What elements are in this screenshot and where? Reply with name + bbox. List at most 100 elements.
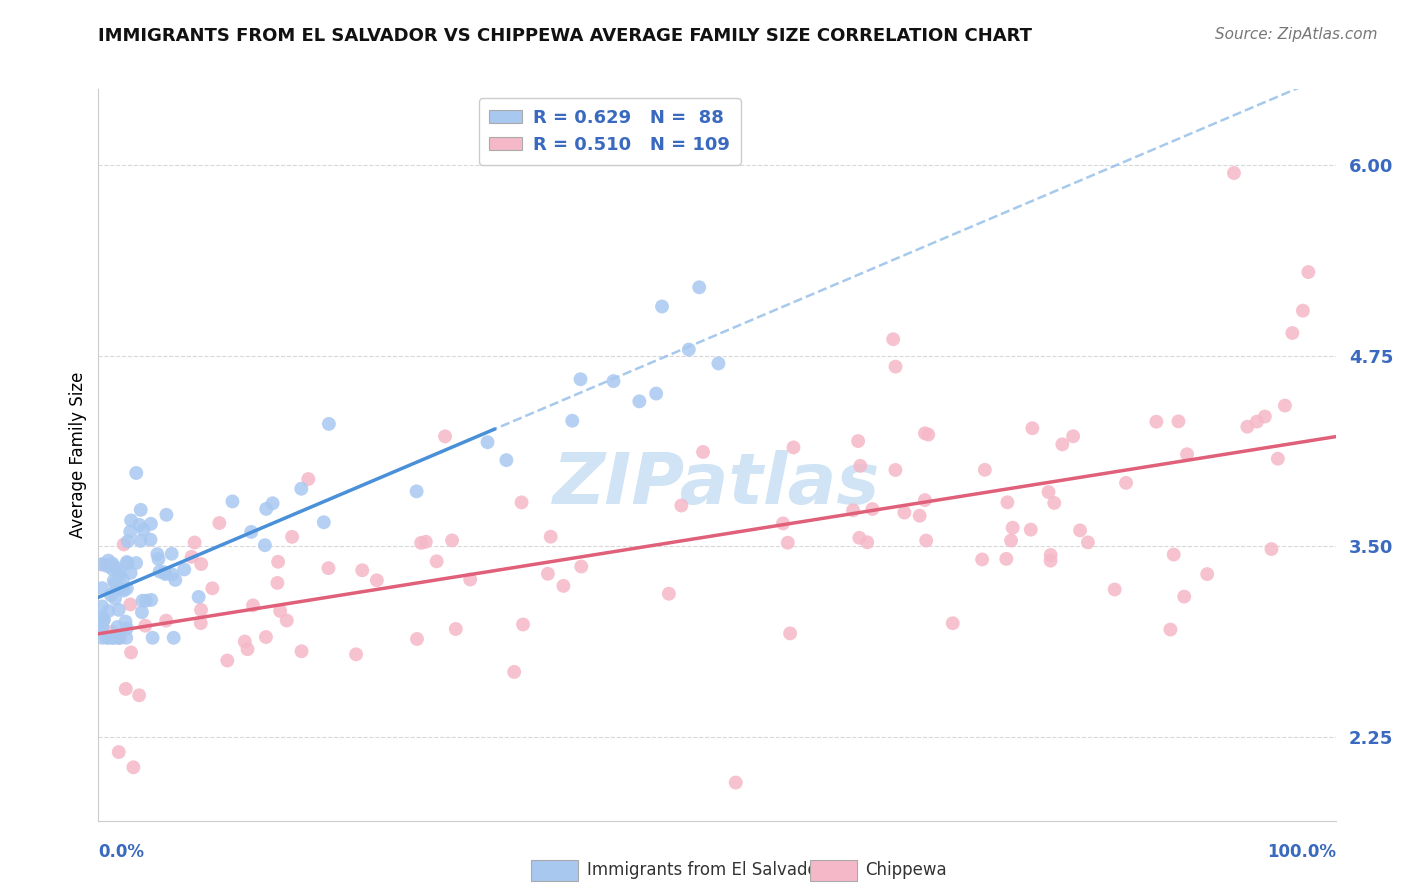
Point (217, 654, 239, 668)
Point (115, 621, 138, 635)
Point (111, 573, 134, 587)
Point (602, 374, 624, 388)
Point (254, 630, 277, 644)
Point (290, 482, 312, 496)
Point (100, 588, 122, 602)
Point (122, 760, 145, 774)
Point (512, 617, 534, 632)
Point (651, 300, 673, 314)
Point (415, 534, 437, 549)
Point (233, 634, 256, 648)
Point (190, 616, 212, 631)
Point (101, 563, 124, 577)
Point (297, 472, 319, 486)
Point (848, 531, 870, 545)
Point (477, 435, 499, 450)
Point (221, 494, 243, 508)
Point (1052, 437, 1074, 451)
Point (141, 593, 163, 607)
Point (114, 681, 136, 696)
Point (91, 610, 114, 624)
Point (942, 616, 965, 631)
Point (117, 557, 139, 571)
Point (93, 613, 115, 627)
Point (190, 603, 212, 617)
Point (155, 567, 177, 582)
Point (91, 599, 114, 614)
Point (120, 513, 142, 527)
Point (96, 631, 118, 645)
Point (91, 618, 114, 632)
Point (129, 503, 152, 517)
Point (153, 566, 176, 580)
Point (1281, 326, 1303, 340)
FancyBboxPatch shape (531, 860, 578, 880)
Point (779, 626, 801, 640)
Point (120, 598, 142, 612)
Point (115, 555, 138, 569)
Point (120, 645, 142, 659)
Point (406, 632, 429, 646)
Point (1104, 582, 1126, 597)
Point (173, 562, 195, 576)
Point (132, 523, 155, 537)
Point (1077, 535, 1099, 549)
Point (1197, 567, 1219, 582)
Point (155, 508, 177, 522)
Point (112, 583, 135, 598)
Point (183, 535, 205, 549)
Point (290, 644, 312, 658)
Point (426, 554, 449, 568)
Point (1246, 415, 1268, 429)
Point (160, 567, 183, 582)
Point (1043, 496, 1066, 510)
Text: IMMIGRANTS FROM EL SALVADOR VS CHIPPEWA AVERAGE FAMILY SIZE CORRELATION CHART: IMMIGRANTS FROM EL SALVADOR VS CHIPPEWA … (98, 27, 1032, 45)
Point (510, 495, 533, 509)
Point (366, 574, 388, 588)
Point (411, 536, 433, 550)
Point (1167, 414, 1189, 428)
Point (671, 499, 693, 513)
Point (1223, 166, 1246, 180)
Point (915, 533, 938, 548)
Point (860, 502, 883, 516)
Point (101, 624, 124, 639)
Point (104, 560, 127, 574)
Point (190, 557, 212, 571)
Point (1039, 548, 1062, 562)
Point (163, 631, 186, 645)
Point (108, 582, 131, 597)
Point (240, 524, 263, 539)
Point (101, 557, 124, 571)
Point (97, 559, 120, 574)
Point (276, 614, 298, 628)
Point (101, 631, 124, 645)
Point (1159, 623, 1181, 637)
Point (187, 590, 209, 604)
Point (108, 568, 131, 582)
Text: ZIPatlas: ZIPatlas (554, 450, 880, 518)
Point (569, 559, 592, 574)
Point (1254, 409, 1277, 424)
Point (107, 603, 129, 617)
Text: Chippewa: Chippewa (866, 862, 948, 880)
Point (105, 582, 128, 596)
Point (101, 631, 124, 645)
Point (645, 386, 668, 401)
Point (115, 631, 138, 645)
Point (139, 533, 162, 547)
Y-axis label: Average Family Size: Average Family Size (69, 372, 87, 538)
Point (254, 501, 277, 516)
Point (537, 566, 560, 581)
Point (628, 394, 651, 409)
Point (1062, 429, 1084, 443)
Point (893, 506, 915, 520)
Point (131, 593, 153, 607)
Point (561, 414, 583, 428)
Point (772, 516, 794, 531)
Point (846, 434, 869, 448)
Point (269, 604, 291, 618)
Point (104, 591, 127, 606)
Point (201, 581, 224, 595)
Point (1039, 554, 1062, 568)
